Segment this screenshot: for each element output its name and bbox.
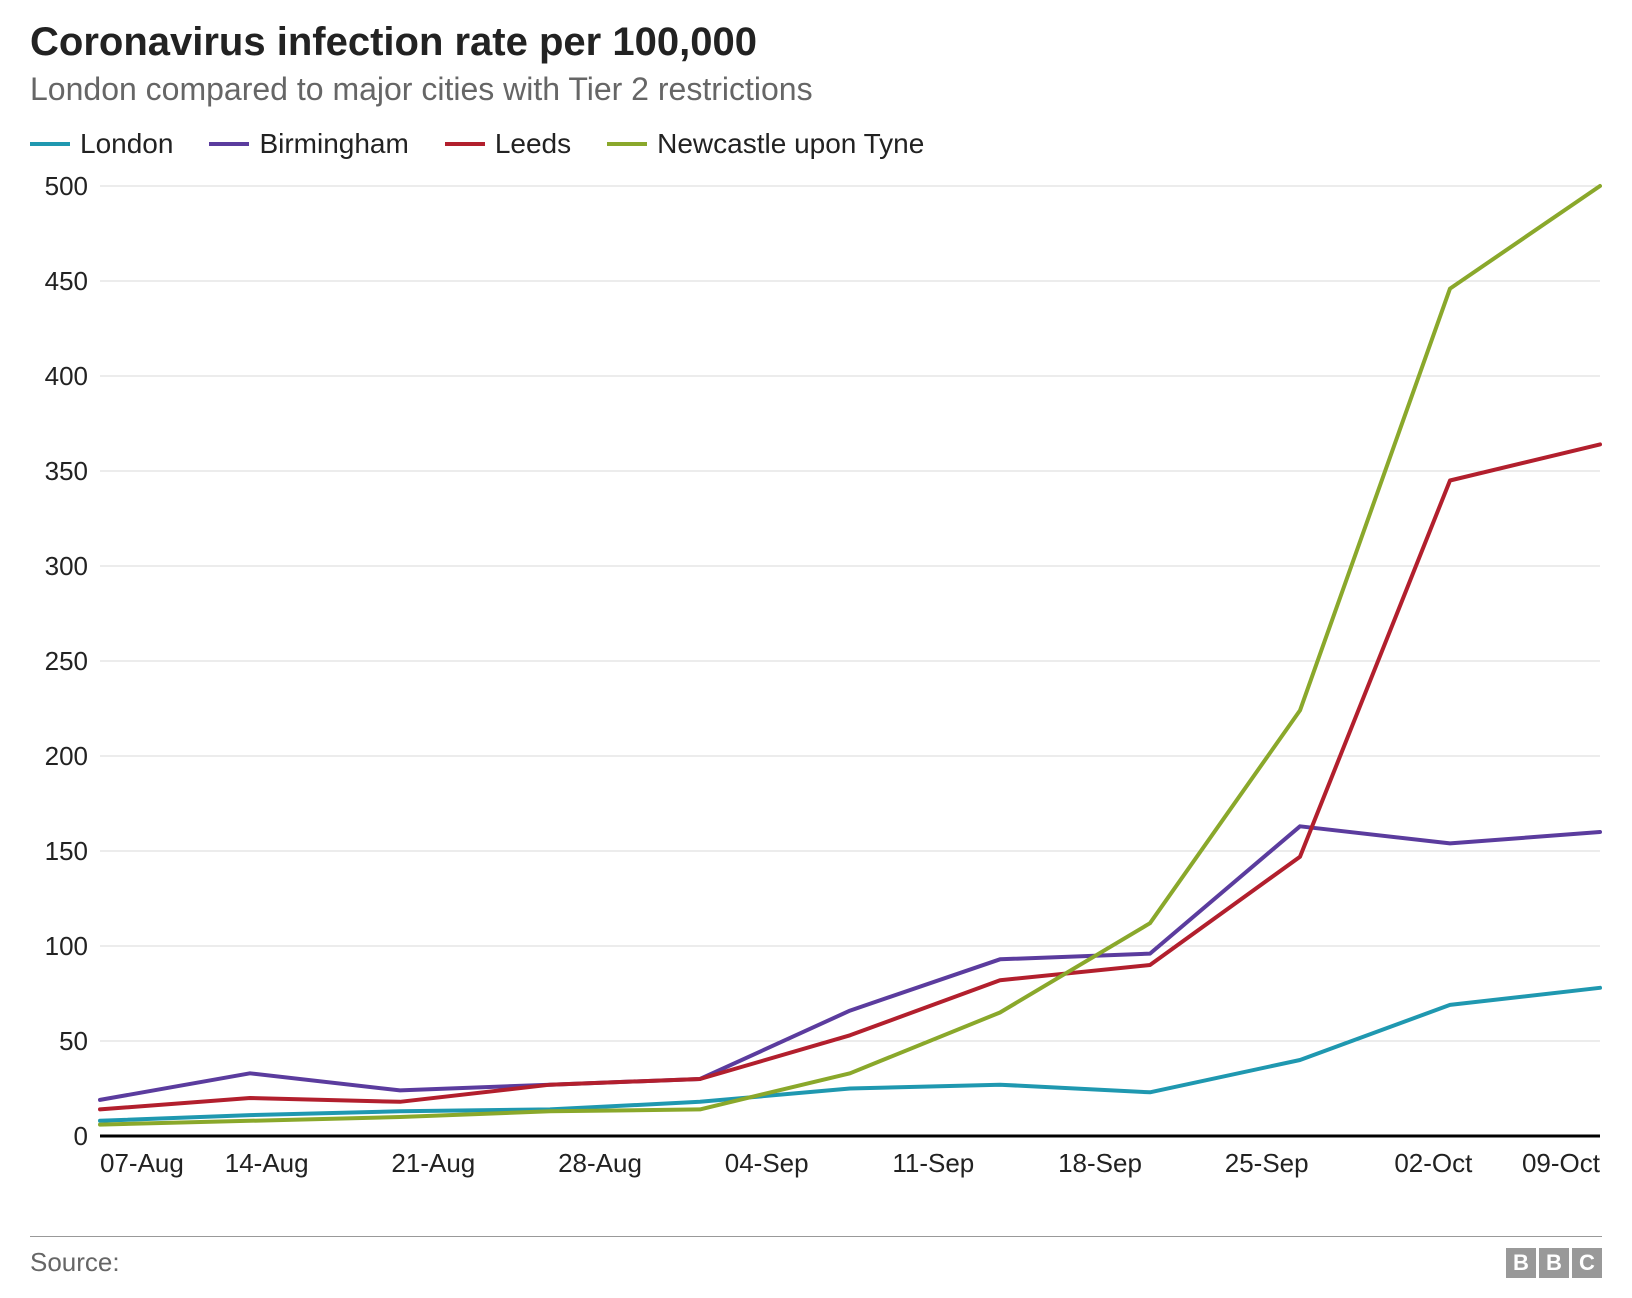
legend-item: London bbox=[30, 128, 173, 160]
legend-item: Birmingham bbox=[209, 128, 408, 160]
x-tick-label: 04-Sep bbox=[725, 1148, 809, 1178]
x-tick-label: 28-Aug bbox=[558, 1148, 642, 1178]
chart-area: 0 50 100 150 200 250 300 350 400 450 500 07-Aug 14-A… bbox=[30, 176, 1602, 1186]
chart-footer: Source: BBC bbox=[30, 1236, 1602, 1278]
y-tick-label: 150 bbox=[45, 836, 88, 866]
y-tick-label: 200 bbox=[45, 741, 88, 771]
legend-swatch bbox=[30, 142, 70, 146]
y-tick-label: 350 bbox=[45, 456, 88, 486]
y-tick-label: 500 bbox=[45, 176, 88, 201]
x-tick-label: 09-Oct bbox=[1522, 1148, 1601, 1178]
source-label: Source: bbox=[30, 1247, 120, 1278]
x-tick-label: 02-Oct bbox=[1394, 1148, 1473, 1178]
x-tick-label: 11-Sep bbox=[892, 1148, 974, 1178]
x-tick-label: 07-Aug bbox=[100, 1148, 184, 1178]
chart-subtitle: London compared to major cities with Tie… bbox=[30, 71, 1602, 108]
y-tick-label: 50 bbox=[59, 1026, 88, 1056]
legend-label: Birmingham bbox=[259, 128, 408, 160]
legend-label: Newcastle upon Tyne bbox=[657, 128, 924, 160]
bbc-logo: BBC bbox=[1506, 1248, 1602, 1278]
chart-title: Coronavirus infection rate per 100,000 bbox=[30, 20, 1602, 65]
y-tick-label: 0 bbox=[74, 1121, 88, 1151]
bbc-logo-box: B bbox=[1539, 1248, 1569, 1278]
y-tick-label: 100 bbox=[45, 931, 88, 961]
y-tick-label: 450 bbox=[45, 266, 88, 296]
legend-swatch bbox=[607, 142, 647, 146]
x-tick-label: 25-Sep bbox=[1225, 1148, 1309, 1178]
series-line bbox=[100, 186, 1600, 1125]
x-tick-label: 21-Aug bbox=[391, 1148, 475, 1178]
legend-swatch bbox=[445, 142, 485, 146]
bbc-logo-box: C bbox=[1572, 1248, 1602, 1278]
y-tick-label: 250 bbox=[45, 646, 88, 676]
legend-label: Leeds bbox=[495, 128, 571, 160]
bbc-logo-box: B bbox=[1506, 1248, 1536, 1278]
x-tick-label: 18-Sep bbox=[1058, 1148, 1142, 1178]
series-line bbox=[100, 826, 1600, 1100]
chart-legend: London Birmingham Leeds Newcastle upon Tyne bbox=[30, 128, 1602, 160]
y-tick-label: 400 bbox=[45, 361, 88, 391]
legend-item: Leeds bbox=[445, 128, 571, 160]
y-tick-label: 300 bbox=[45, 551, 88, 581]
legend-swatch bbox=[209, 142, 249, 146]
x-tick-label: 14-Aug bbox=[225, 1148, 309, 1178]
legend-label: London bbox=[80, 128, 173, 160]
legend-item: Newcastle upon Tyne bbox=[607, 128, 924, 160]
line-chart-svg: 0 50 100 150 200 250 300 350 400 450 500 07-Aug 14-A… bbox=[30, 176, 1602, 1186]
